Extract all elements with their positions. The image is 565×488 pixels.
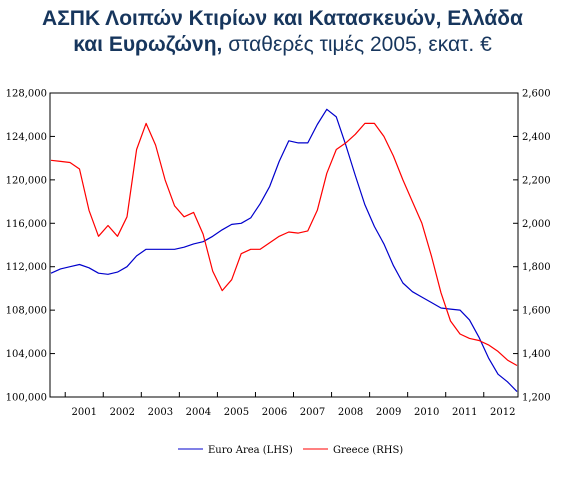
right-tick-label: 2,200 <box>522 175 551 186</box>
x-tick-label: 2011 <box>452 407 477 418</box>
x-tick-label: 2008 <box>338 407 363 418</box>
right-tick-label: 1,600 <box>522 306 551 317</box>
legend-euro-label: Euro Area (LHS) <box>208 445 293 456</box>
x-tick-label: 2005 <box>224 407 249 418</box>
right-tick-label: 1,400 <box>522 349 551 360</box>
left-tick-label: 108,000 <box>6 306 47 317</box>
right-tick-label: 1,200 <box>522 393 551 404</box>
x-tick-label: 2002 <box>110 407 135 418</box>
left-tick-label: 124,000 <box>6 132 47 143</box>
legend-greece-label: Greece (RHS) <box>333 445 403 456</box>
euro-area-series-line <box>50 108 518 393</box>
x-tick-label: 2001 <box>72 407 97 418</box>
legend: Euro Area (LHS) Greece (RHS) <box>178 445 403 456</box>
left-tick-label: 120,000 <box>6 175 47 186</box>
plot-frame <box>49 92 519 398</box>
x-tick-label: 2003 <box>148 407 173 418</box>
x-tick-label: 2007 <box>300 407 325 418</box>
chart-title-line2-rest: σταθερές τιμές 2005, εκατ. € <box>222 33 492 56</box>
right-tick-label: 2,600 <box>522 89 551 100</box>
right-tick-label: 2,400 <box>522 132 551 143</box>
x-tick-label: 2012 <box>490 407 515 418</box>
right-tick-label: 1,800 <box>522 262 551 273</box>
left-tick-label: 104,000 <box>6 349 47 360</box>
greece-series-line <box>50 122 518 367</box>
x-tick-label: 2010 <box>414 407 439 418</box>
left-tick-label: 116,000 <box>6 219 47 230</box>
left-tick-label: 112,000 <box>6 262 47 273</box>
x-tick-label: 2004 <box>186 407 211 418</box>
chart-title-line2-bold: και Ευρωζώνη, <box>73 33 223 56</box>
x-tick-label: 2006 <box>262 407 287 418</box>
x-axis-ticks: 2001 2002 2003 2004 2005 2006 2007 2008 2009 2010… <box>64 392 516 418</box>
left-tick-label: 128,000 <box>6 89 47 100</box>
x-tick-label: 2009 <box>376 407 401 418</box>
left-axis-ticks: 100,000 104,000 108,000 112,000 116,000 120,0… <box>6 89 55 404</box>
right-tick-label: 2,000 <box>522 219 551 230</box>
chart-title: ΑΣΠΚ Λοιπών Κτιρίων και Κατασκευών, Ελλά… <box>0 6 565 60</box>
left-tick-label: 100,000 <box>6 393 47 404</box>
right-axis-ticks: 1,200 1,400 1,600 1,800 2,000 2,200 2,400 2,600 <box>513 89 551 404</box>
series-layer <box>50 108 518 393</box>
chart-title-line1: ΑΣΠΚ Λοιπών Κτιρίων και Κατασκευών, Ελλά… <box>42 7 523 30</box>
